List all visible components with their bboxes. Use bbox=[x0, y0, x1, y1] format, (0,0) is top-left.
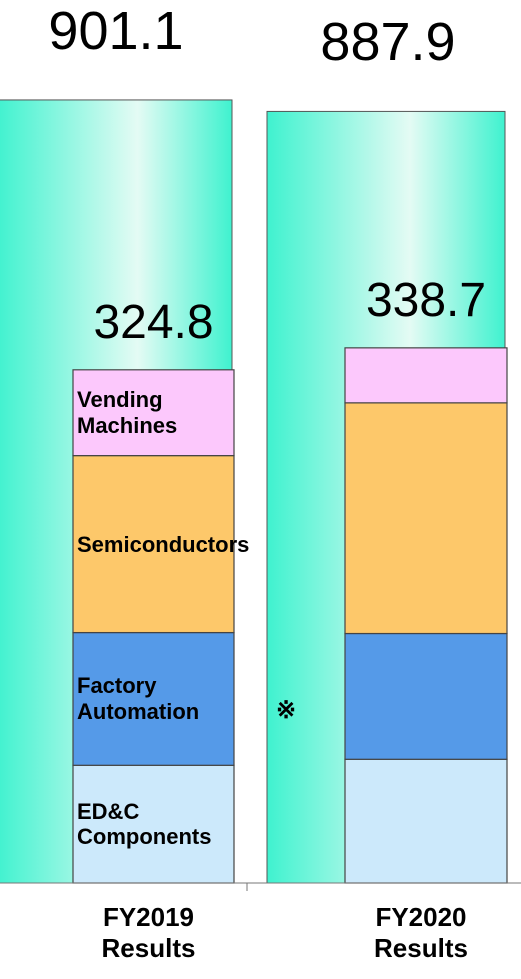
series-label: Vending Machines bbox=[77, 387, 178, 438]
segment bbox=[72, 455, 235, 634]
total-label: 887.9 bbox=[320, 12, 456, 73]
annotation: ※ bbox=[276, 696, 297, 724]
total-label: 901.1 bbox=[48, 0, 184, 61]
category-label: FY2019 Results bbox=[101, 902, 196, 964]
category-label: FY2020 Results bbox=[374, 902, 468, 964]
stack-total-label: 338.7 bbox=[365, 273, 487, 327]
segment bbox=[72, 631, 235, 766]
segment bbox=[344, 758, 508, 884]
series-label: ED&C Components bbox=[77, 798, 212, 849]
segment bbox=[344, 632, 508, 760]
stack-total-label: 324.8 bbox=[93, 295, 214, 349]
segment bbox=[344, 347, 508, 404]
series-label: Factory Automation bbox=[77, 673, 200, 724]
segment bbox=[72, 369, 235, 457]
series-label: Semiconductors bbox=[77, 531, 250, 557]
segment bbox=[344, 402, 508, 635]
